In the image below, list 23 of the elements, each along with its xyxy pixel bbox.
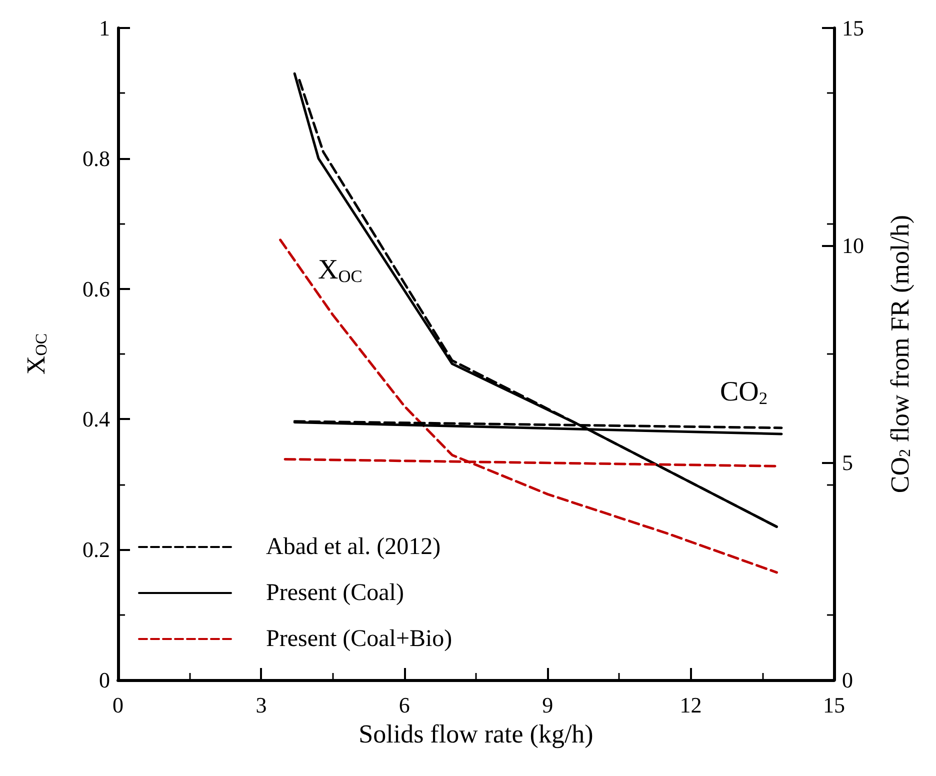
annotation: XOC: [318, 254, 362, 286]
y-tick-label: 0.2: [82, 537, 110, 562]
y2-tick-label: 5: [842, 450, 853, 476]
y2-tick-label: 15: [842, 16, 864, 40]
legend-label: Abad et al. (2012): [266, 534, 441, 560]
y-tick-label: 0.4: [82, 406, 110, 432]
y-tick-label: 0.8: [82, 146, 110, 171]
y-axis-title: XOC: [22, 333, 51, 375]
y2-axis-title: CO2 flow from FR (mol/h): [885, 214, 914, 494]
x-axis-title: Solids flow rate (kg/h): [358, 719, 594, 748]
y2-tick-label: 10: [842, 232, 864, 258]
x-tick-label: 6: [398, 692, 410, 718]
legend-label: Present (Coal): [266, 580, 404, 606]
annotation: CO2: [720, 376, 768, 408]
x-tick-label: 3: [256, 692, 267, 718]
x-tick-label: 9: [542, 692, 554, 718]
y-tick-label: 0: [99, 668, 110, 692]
x-tick-label: 15: [823, 692, 845, 718]
legend-label: Present (Coal+Bio): [266, 626, 452, 652]
y-tick-label: 1: [99, 16, 110, 40]
y2-tick-label: 0: [842, 668, 853, 692]
x-tick-label: 12: [680, 692, 702, 718]
y-tick-label: 0.6: [82, 276, 110, 302]
